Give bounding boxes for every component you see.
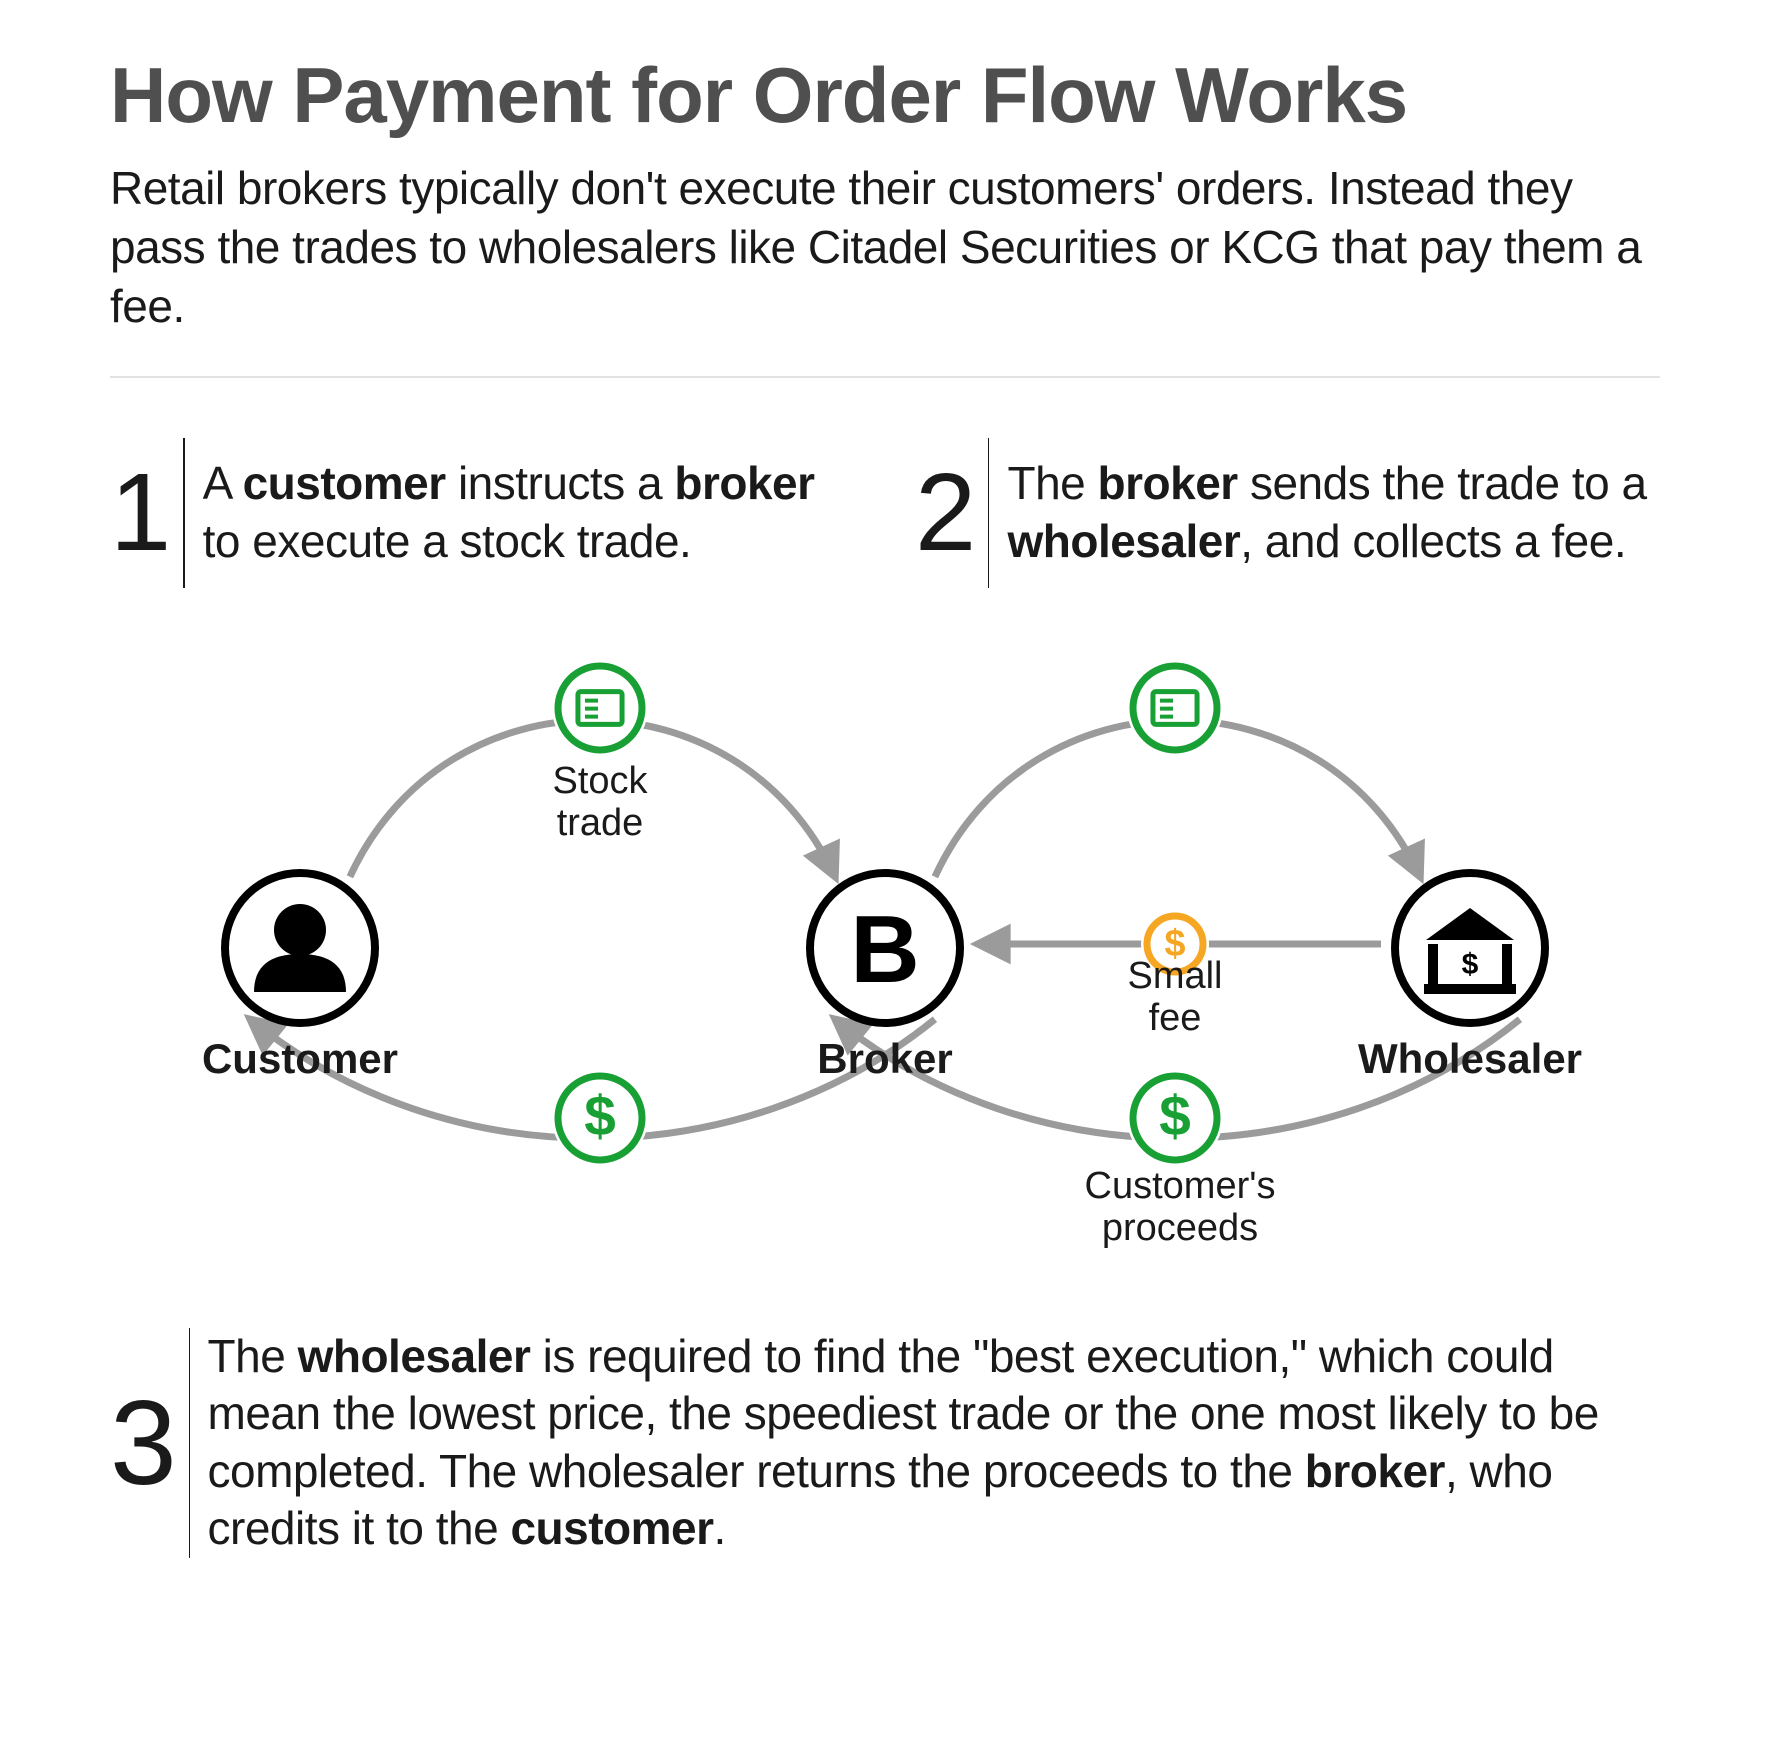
step-3-bar	[189, 1328, 190, 1558]
step-2-text: The broker sends the trade to a wholesal…	[1007, 455, 1660, 570]
steps-1-2-row: 1 A customer instructs a broker to execu…	[110, 438, 1660, 588]
arc-label-proceeds-0: Customer's	[1085, 1165, 1276, 1207]
step-2-number: 2	[915, 458, 970, 568]
divider	[110, 376, 1660, 378]
flow-svg: CustomerBrokerBWholesaler$$$$StocktradeS…	[110, 598, 1660, 1298]
arc-label-stock_trade-0: Stock	[552, 760, 648, 802]
badge-trade1	[552, 660, 648, 756]
step-3-number: 3	[110, 1383, 171, 1503]
flow-diagram: CustomerBrokerBWholesaler$$$$StocktradeS…	[110, 598, 1660, 1298]
page-title: How Payment for Order Flow Works	[110, 50, 1660, 141]
badge-trade2	[1127, 660, 1223, 756]
step-1-number: 1	[110, 458, 165, 568]
svg-text:$: $	[584, 1085, 616, 1148]
arc-label-proceeds-1: proceeds	[1102, 1207, 1258, 1249]
step-1: 1 A customer instructs a broker to execu…	[110, 438, 855, 588]
svg-text:B: B	[850, 896, 919, 1003]
page-subtitle: Retail brokers typically don't execute t…	[110, 159, 1660, 336]
step-3: 3 The wholesaler is required to find the…	[110, 1328, 1660, 1558]
node-wholesaler-label: Wholesaler	[1358, 1035, 1582, 1082]
badge-proceeds2: $	[1127, 1070, 1223, 1166]
infographic-page: How Payment for Order Flow Works Retail …	[0, 0, 1770, 1749]
step-1-text: A customer instructs a broker to execute…	[203, 455, 855, 570]
arc-label-stock_trade-1: trade	[557, 802, 644, 844]
arc-label-small_fee-0: Small	[1127, 955, 1222, 997]
step-3-text: The wholesaler is required to find the "…	[208, 1328, 1660, 1558]
step-2-bar	[988, 438, 989, 588]
badge-proceeds1: $	[552, 1070, 648, 1166]
arc-label-small_fee-1: fee	[1149, 997, 1202, 1039]
node-broker-icon: B	[850, 896, 919, 1003]
node-customer-label: Customer	[202, 1035, 398, 1082]
node-broker-label: Broker	[817, 1035, 952, 1082]
step-2: 2 The broker sends the trade to a wholes…	[915, 438, 1660, 588]
step-1-bar	[183, 438, 184, 588]
svg-text:$: $	[1462, 948, 1479, 981]
svg-text:$: $	[1159, 1085, 1191, 1148]
